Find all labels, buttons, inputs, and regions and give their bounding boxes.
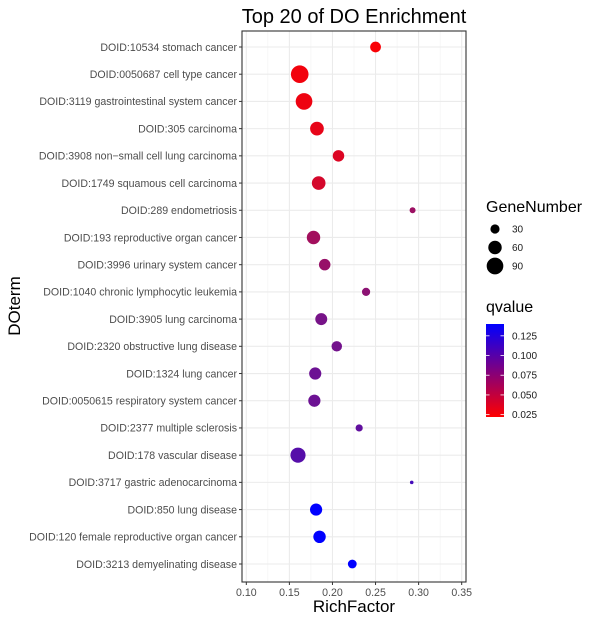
data-point xyxy=(295,93,313,110)
plot-panel xyxy=(241,30,467,583)
x-tick-label: 0.35 xyxy=(451,587,472,599)
data-point xyxy=(409,480,414,485)
data-point xyxy=(318,258,331,271)
y-tick-label: DOID:3908 non−small cell lung carcinoma xyxy=(39,151,237,163)
y-tick-label: DOID:1040 chronic lymphocytic leukemia xyxy=(43,287,237,299)
y-tick-label: DOID:10534 stomach cancer xyxy=(100,42,237,54)
color-legend-label: 0.025 xyxy=(512,410,537,421)
data-point xyxy=(308,394,321,407)
data-point xyxy=(310,503,323,516)
data-point xyxy=(290,65,309,84)
size-legend-label: 90 xyxy=(512,262,524,273)
size-legend-label: 30 xyxy=(512,225,524,236)
y-tick-label: DOID:0050615 respiratory system cancer xyxy=(42,396,237,408)
color-bar xyxy=(486,324,504,417)
y-tick-label: DOID:120 female reproductive organ cance… xyxy=(29,532,237,544)
y-tick-label: DOID:2320 obstructive lung disease xyxy=(67,341,237,353)
data-point xyxy=(290,447,306,463)
chart-title: Top 20 of DO Enrichment xyxy=(242,6,467,28)
y-tick-label: DOID:1324 lung cancer xyxy=(126,368,237,380)
data-point xyxy=(347,559,357,569)
data-point xyxy=(331,341,343,352)
x-tick-label: 0.10 xyxy=(236,587,257,599)
size-legend-label: 60 xyxy=(512,243,524,254)
y-tick-label: DOID:3119 gastrointestinal system cancer xyxy=(39,96,237,108)
y-tick-label: DOID:3717 gastric adenocarcinoma xyxy=(69,477,238,489)
x-tick-label: 0.20 xyxy=(322,587,343,599)
y-tick-label: DOID:2377 multiple sclerosis xyxy=(100,423,237,435)
data-point xyxy=(311,176,326,190)
y-tick-label: DOID:850 lung disease xyxy=(127,504,237,516)
size-legend-title: GeneNumber xyxy=(486,199,583,216)
data-point xyxy=(306,230,321,245)
data-point xyxy=(361,287,371,297)
x-axis-title: RichFactor xyxy=(313,597,396,616)
data-point xyxy=(355,424,363,432)
color-legend-label: 0.050 xyxy=(512,390,537,401)
data-point xyxy=(332,150,345,162)
panel-border xyxy=(241,30,467,583)
y-tick-label: DOID:1749 squamous cell carcinoma xyxy=(62,178,238,190)
y-tick-label: DOID:178 vascular disease xyxy=(108,450,237,462)
y-tick-label: DOID:305 carcinoma xyxy=(138,123,237,135)
data-point xyxy=(310,121,324,136)
data-point xyxy=(370,41,381,53)
size-legend-key xyxy=(490,224,500,234)
color-legend-label: 0.100 xyxy=(512,351,537,362)
y-tick-label: DOID:0050687 cell type cancer xyxy=(90,69,238,81)
y-tick-label: DOID:3905 lung carcinoma xyxy=(109,314,237,326)
size-legend-key xyxy=(488,240,502,255)
y-tick-label: DOID:289 endometriosis xyxy=(121,205,237,217)
color-legend-label: 0.125 xyxy=(512,331,537,342)
color-legend: qvalue 0.025 0.050 0.075 0.100 0.125 xyxy=(486,299,537,421)
y-axis-title: DOterm xyxy=(5,276,24,336)
x-tick-label: 0.25 xyxy=(365,587,386,599)
points-layer xyxy=(290,41,416,569)
y-tick-label: DOID:193 reproductive organ cancer xyxy=(64,232,238,244)
y-axis: DOID:10534 stomach cancer DOID:0050687 ce… xyxy=(29,42,242,571)
y-tick-label: DOID:3213 demyelinating disease xyxy=(76,559,237,571)
data-point xyxy=(309,367,322,380)
y-tick-label: DOID:3996 urinary system cancer xyxy=(77,259,237,271)
data-point xyxy=(409,207,416,214)
size-legend-key xyxy=(486,257,504,275)
data-point xyxy=(315,313,328,326)
x-tick-label: 0.15 xyxy=(279,587,300,599)
data-point xyxy=(313,530,326,544)
color-legend-title: qvalue xyxy=(486,299,533,316)
size-legend: GeneNumber 30 60 90 xyxy=(486,199,583,275)
x-axis: 0.10 0.15 0.20 0.25 0.30 0.35 xyxy=(236,582,472,599)
x-tick-label: 0.30 xyxy=(408,587,429,599)
color-legend-label: 0.075 xyxy=(512,371,537,382)
